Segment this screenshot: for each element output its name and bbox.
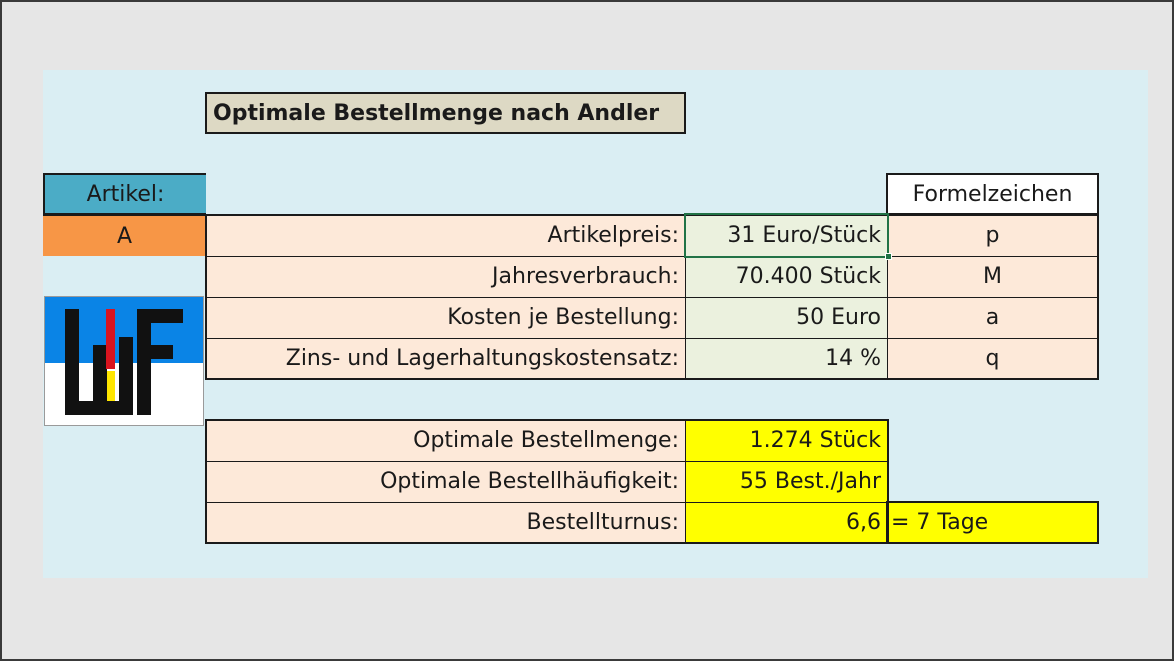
input-label-jahresverbrauch[interactable]: Jahresverbrauch: xyxy=(206,256,685,297)
input-value-zinssatz[interactable]: 14 % xyxy=(685,338,887,379)
input-label-zinssatz[interactable]: Zins- und Lagerhaltungskostensatz: xyxy=(206,338,685,379)
result-label-bestellmenge[interactable]: Optimale Bestellmenge: xyxy=(206,420,685,461)
result-label-bestellhaeufigkeit[interactable]: Optimale Bestellhäufigkeit: xyxy=(206,461,685,502)
result-value-bestellturnus[interactable]: 6,6 xyxy=(685,502,887,543)
input-col-divider xyxy=(887,215,888,379)
input-symbol-m[interactable]: M xyxy=(887,256,1098,297)
input-value-kosten[interactable]: 50 Euro xyxy=(685,297,887,338)
artikel-value[interactable]: A xyxy=(43,215,206,256)
sheet-title[interactable]: Optimale Bestellmenge nach Andler xyxy=(205,92,686,134)
formelzeichen-header[interactable]: Formelzeichen xyxy=(886,173,1099,215)
input-row-divider xyxy=(206,297,1098,298)
result-extra-tage[interactable]: = 7 Tage xyxy=(887,502,1098,543)
input-symbol-a[interactable]: a xyxy=(887,297,1098,338)
result-row-divider xyxy=(206,502,888,503)
input-value-jahresverbrauch[interactable]: 70.400 Stück xyxy=(685,256,887,297)
fill-handle[interactable] xyxy=(885,253,892,260)
wf-logo-icon-svg xyxy=(45,297,203,425)
artikel-label[interactable]: Artikel: xyxy=(43,173,206,215)
input-label-kosten[interactable]: Kosten je Bestellung: xyxy=(206,297,685,338)
wf-logo-icon xyxy=(44,296,204,426)
input-label-artikelpreis[interactable]: Artikelpreis: xyxy=(206,215,685,256)
input-symbol-p[interactable]: p xyxy=(887,215,1098,256)
input-row-divider xyxy=(206,338,1098,339)
result-value-bestellhaeufigkeit[interactable]: 55 Best./Jahr xyxy=(685,461,887,502)
input-symbol-q[interactable]: q xyxy=(887,338,1098,379)
input-row-divider xyxy=(206,256,1098,257)
result-label-bestellturnus[interactable]: Bestellturnus: xyxy=(206,502,685,543)
input-col-divider xyxy=(685,215,686,379)
input-value-artikelpreis[interactable]: 31 Euro/Stück xyxy=(685,215,887,256)
result-row-divider xyxy=(206,461,888,462)
result-value-bestellmenge[interactable]: 1.274 Stück xyxy=(685,420,887,461)
result-col-divider xyxy=(685,420,686,543)
